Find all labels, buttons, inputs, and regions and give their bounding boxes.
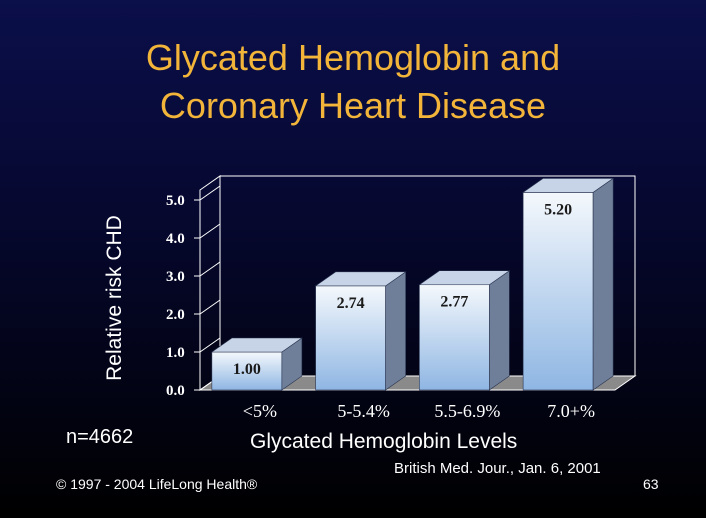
y-tick-diagonal xyxy=(199,185,221,201)
bar xyxy=(314,271,407,391)
y-tick-label: 2.0 xyxy=(166,307,185,323)
bar-front xyxy=(315,285,386,391)
y-tick-diagonal xyxy=(199,223,221,239)
source-citation: British Med. Jour., Jan. 6, 2001 xyxy=(394,460,601,477)
bar-value-label: 2.74 xyxy=(337,295,365,312)
bar-value-label: 5.20 xyxy=(544,201,572,218)
chart-labels: 1.00 <5% 2.74 5-5.4% 2.77 5.5-6.9% 5.20 7.0+% xyxy=(233,201,595,421)
page-number: 63 xyxy=(643,476,659,492)
title-line-2: Coronary Heart Disease xyxy=(159,85,547,126)
bar xyxy=(522,177,615,391)
slide-title: Glycated Hemoglobin and Coronary Heart D… xyxy=(0,34,706,130)
bar-top xyxy=(522,178,615,193)
bar-side xyxy=(489,270,510,391)
x-category-label: 7.0+% xyxy=(547,401,595,421)
bar-top xyxy=(418,270,511,286)
y-tick-label: 0.0 xyxy=(166,383,185,399)
y-tick-diagonal xyxy=(199,261,221,277)
sample-size-note: n=4662 xyxy=(66,426,134,448)
chart-bars xyxy=(210,177,615,391)
title-line-1: Glycated Hemoglobin and xyxy=(145,37,561,78)
y-tick-label: 1.0 xyxy=(166,345,185,361)
bar xyxy=(210,337,303,391)
bar-value-label: 1.00 xyxy=(233,361,261,378)
y-tick-diagonal xyxy=(199,337,221,353)
bar-value-label: 2.77 xyxy=(440,294,468,311)
bar xyxy=(418,270,511,391)
bar-top xyxy=(210,337,303,353)
y-tick-label: 4.0 xyxy=(166,231,185,247)
bar-top xyxy=(314,271,407,287)
x-category-label: 5.5-6.9% xyxy=(434,401,500,421)
y-tick-label: 5.0 xyxy=(166,193,185,209)
x-category-label: <5% xyxy=(243,401,277,421)
x-axis-label: Glycated Hemoglobin Levels xyxy=(250,430,518,453)
bar-side xyxy=(592,177,614,391)
bar-side xyxy=(385,271,406,391)
copyright-notice: © 1997 - 2004 LifeLong Health® xyxy=(56,476,258,492)
x-category-label: 5-5.4% xyxy=(337,401,390,421)
bar-front xyxy=(522,192,594,391)
bar-front xyxy=(419,284,490,391)
y-tick-diagonal xyxy=(199,299,221,315)
y-tick-label: 3.0 xyxy=(166,269,185,285)
